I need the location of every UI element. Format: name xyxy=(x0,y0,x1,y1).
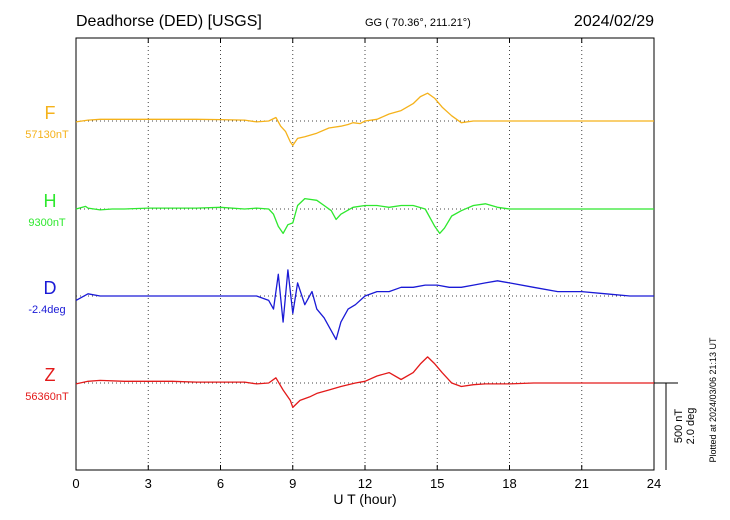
tick-label: 18 xyxy=(502,476,516,491)
scale-bar: 500 nT 2.0 deg xyxy=(654,382,697,470)
x-axis-label: U T (hour) xyxy=(333,491,396,507)
plotted-note: Plotted at 2024/03/06 21:13 UT xyxy=(708,337,718,463)
series-baseline-h: 9300nT xyxy=(28,217,66,229)
tick-label: 12 xyxy=(358,476,372,491)
x-ticks: 0 3 6 9 12 15 18 21 24 xyxy=(72,38,661,491)
scale-bar-nt: 500 nT xyxy=(673,409,685,444)
series-name-h: H xyxy=(44,191,57,211)
tick-label: 15 xyxy=(430,476,444,491)
date-label: 2024/02/29 xyxy=(574,13,654,30)
series-line-d xyxy=(75,269,654,341)
series-lines xyxy=(75,92,654,409)
series-baseline-d: -2.4deg xyxy=(28,304,65,316)
series-name-z: Z xyxy=(45,365,56,385)
station-coordinates: GG ( 70.36°, 211.21°) xyxy=(365,17,471,29)
station-title: Deadhorse (DED) [USGS] xyxy=(76,13,262,30)
tick-label: 21 xyxy=(575,476,589,491)
series-line-f xyxy=(75,92,654,147)
series-labels: F 57130nT H 9300nT D -2.4deg Z 56360nT xyxy=(25,103,69,403)
scale-bar-deg: 2.0 deg xyxy=(685,408,697,445)
series-baseline-f: 57130nT xyxy=(25,129,69,141)
tick-label: 24 xyxy=(647,476,661,491)
series-name-d: D xyxy=(44,278,57,298)
tick-label: 0 xyxy=(72,476,79,491)
series-line-h xyxy=(75,197,654,235)
series-name-f: F xyxy=(45,103,56,123)
tick-label: 6 xyxy=(217,476,224,491)
vertical-gridlines xyxy=(147,38,583,470)
tick-label: 3 xyxy=(145,476,152,491)
series-baseline-z: 56360nT xyxy=(25,391,69,403)
tick-label: 9 xyxy=(289,476,296,491)
series-line-z xyxy=(75,356,654,409)
